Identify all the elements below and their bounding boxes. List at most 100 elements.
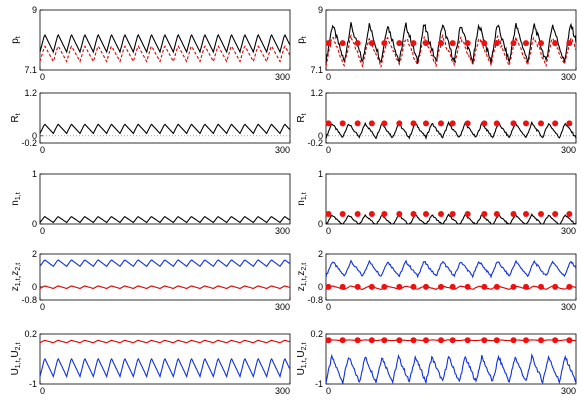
event-marker: [410, 283, 417, 290]
event-marker: [523, 40, 529, 47]
y-tick-label: 0.2: [24, 329, 37, 339]
event-marker: [538, 40, 544, 47]
x-tick-label: 300: [275, 72, 290, 82]
event-marker: [423, 283, 429, 290]
event-marker: [438, 211, 444, 217]
panel-p-right: 9 7.10 300 pt: [296, 5, 577, 82]
event-marker: [339, 211, 346, 217]
y-axis-label: pt: [10, 36, 22, 44]
event-marker: [396, 120, 403, 127]
x-tick-label: 300: [275, 386, 290, 396]
y-axis-label-part: ,: [298, 276, 309, 279]
event-marker: [493, 120, 500, 127]
event-marker: [566, 40, 573, 47]
event-marker: [354, 211, 361, 217]
event-marker: [552, 211, 559, 217]
series-line: [325, 22, 577, 65]
y-axis-label: Rt: [10, 113, 22, 122]
event-marker: [481, 211, 488, 217]
event-marker: [449, 120, 456, 127]
plot-frame: [325, 253, 577, 301]
event-marker: [381, 211, 388, 217]
event-marker: [523, 211, 529, 217]
plot-frame: [325, 9, 577, 71]
event-marker: [523, 120, 529, 127]
event-marker: [449, 337, 456, 344]
y-axis-label-part: 1,t: [15, 360, 22, 368]
plot-frame: [39, 253, 291, 301]
y-tick-label: 0: [318, 131, 323, 141]
event-marker: [464, 40, 471, 47]
series-line: [39, 339, 291, 344]
event-marker: [354, 283, 361, 290]
event-marker: [538, 120, 544, 127]
y-tick-label: 2: [32, 249, 37, 259]
x-tick-label: 0: [40, 386, 45, 396]
plot-frame: [325, 333, 577, 385]
y-tick-label: -0.2: [21, 138, 37, 148]
event-marker: [438, 283, 444, 290]
y-axis-label-part: n: [10, 200, 21, 206]
series-line: [39, 45, 291, 63]
event-marker: [368, 211, 375, 217]
event-marker: [523, 337, 529, 344]
series-line: [39, 285, 291, 290]
y-axis-label-part: R: [10, 115, 21, 122]
series-line: [325, 259, 577, 279]
y-tick-label: -0.2: [307, 138, 323, 148]
event-marker: [325, 120, 332, 127]
x-tick-label: 0: [326, 386, 331, 396]
x-tick-label: 300: [561, 226, 576, 236]
event-marker: [325, 40, 332, 47]
y-axis-label-part: U: [10, 368, 21, 375]
event-marker: [552, 337, 559, 344]
event-marker: [325, 337, 332, 344]
y-axis-label-part: ,: [12, 276, 23, 279]
y-tick-label: -0.8: [21, 295, 37, 305]
event-marker: [396, 283, 403, 290]
y-tick-label: 1: [318, 169, 323, 179]
x-tick-label: 0: [326, 226, 331, 236]
event-marker: [410, 337, 417, 344]
series-line: [39, 33, 291, 54]
event-marker: [423, 211, 429, 217]
y-axis-label: z1,t,z2,t: [10, 263, 23, 291]
event-marker: [339, 337, 346, 344]
y-axis-label: U1,t,U2,t: [10, 343, 23, 376]
event-marker: [552, 283, 559, 290]
series-line: [39, 357, 291, 379]
event-marker: [523, 283, 529, 290]
y-axis-label-part: U: [296, 350, 307, 357]
event-marker: [552, 120, 559, 127]
event-marker: [481, 337, 488, 344]
y-tick-label: 7.1: [24, 65, 37, 75]
y-tick-label: 0.2: [310, 329, 323, 339]
y-tick-label: 7.1: [310, 65, 323, 75]
panel-n-right: 1 00 300 n1,t: [296, 169, 577, 236]
event-marker: [410, 211, 417, 217]
event-marker: [538, 211, 544, 217]
y-axis-label-part: ,: [12, 358, 23, 361]
event-marker: [552, 40, 559, 47]
panel-R-right: 1.2 0-0.20 300 Rt: [296, 88, 577, 155]
event-marker: [493, 40, 500, 47]
event-marker: [464, 283, 471, 290]
event-marker: [381, 283, 388, 290]
plot-frame: [39, 92, 291, 144]
x-tick-label: 0: [326, 302, 331, 312]
y-axis-label: n1,t: [10, 192, 22, 205]
event-marker: [354, 40, 361, 47]
y-axis-label-part: n: [296, 200, 307, 206]
x-tick-label: 0: [40, 226, 45, 236]
event-marker: [438, 40, 444, 47]
event-marker: [538, 337, 544, 344]
y-tick-label: 0: [32, 282, 37, 292]
event-marker: [510, 211, 517, 217]
y-tick-label: 0: [318, 219, 323, 229]
event-marker: [481, 120, 488, 127]
y-axis-label-part: z: [296, 286, 307, 291]
y-axis-label: Rt: [296, 113, 308, 122]
event-marker: [423, 120, 429, 127]
